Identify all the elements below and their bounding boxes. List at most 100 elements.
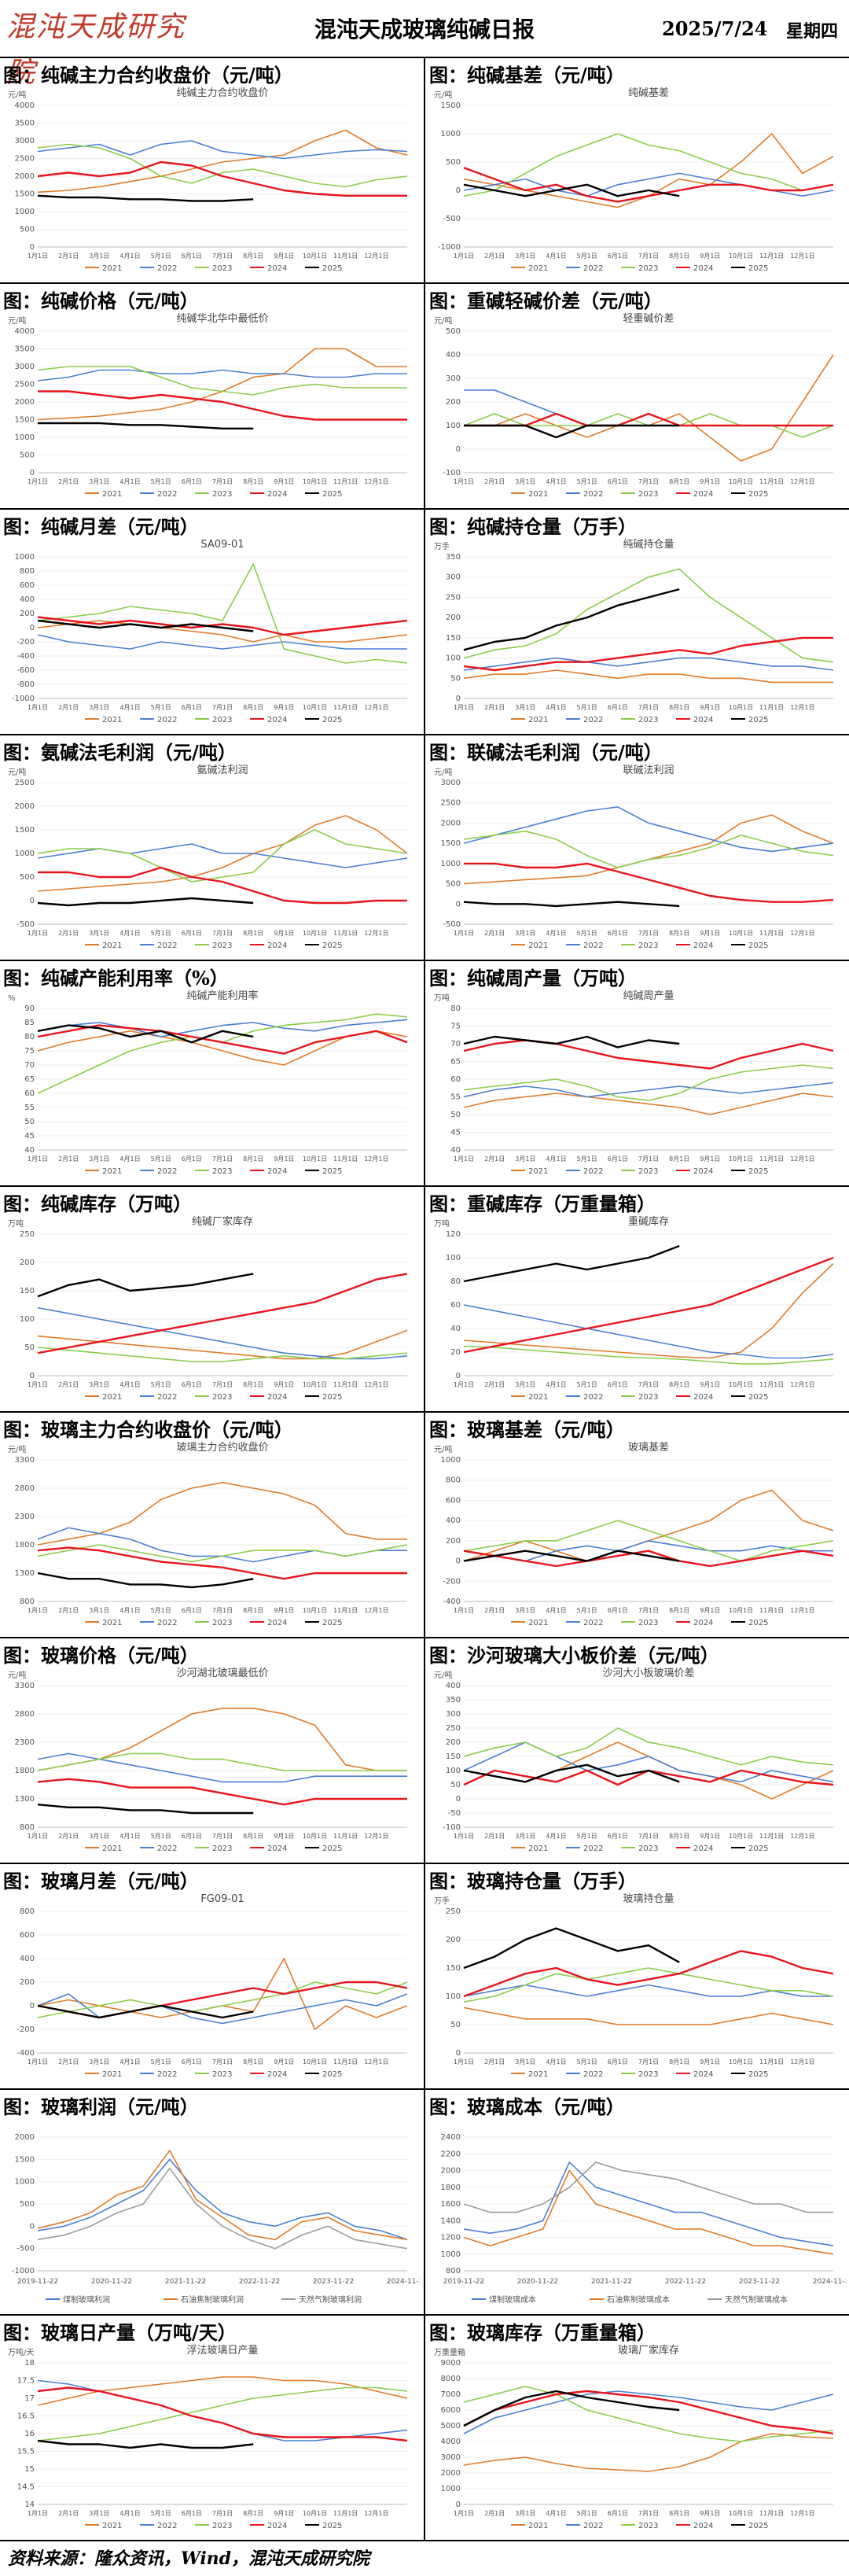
x-tick-label: 9月1日 [274,704,294,711]
x-tick-label: 10月1日 [729,1155,753,1163]
x-tick-label: 5月1日 [577,1607,597,1614]
y-tick-label: 300 [446,1710,461,1719]
series-line [463,2169,834,2255]
y-tick-label: 3000 [15,363,35,371]
y-tick-label: 800 [446,2267,461,2276]
legend-label: 2022 [583,1619,603,1627]
series-line [463,901,680,908]
chart-panel: 图：重碱轻碱价差（元/吨） 轻重碱价差 元/吨 -100 0 100 200 300 400 50… [426,284,847,507]
x-tick-label: 9月1日 [274,930,294,937]
y-tick-label: 0 [30,243,35,252]
chart-title: 轻重碱价差 [623,312,674,325]
series-line [37,616,408,636]
legend-label: 2023 [638,1167,658,1176]
y-unit-label: 万吨/天 [8,2347,34,2357]
y-tick-label: 60 [450,1301,461,1310]
x-tick-label: 6月1日 [182,1381,202,1388]
panel-title: 图：纯碱基差（元/吨） [429,64,625,87]
y-tick-label: 150 [446,634,461,643]
y-tick-label: -500 [443,215,461,223]
x-tick-label: 1月1日 [28,930,48,937]
series-line [37,1024,408,1055]
panel-title: 图：纯碱主力合约收盘价（元/吨） [3,64,293,87]
x-tick-label: 11月1日 [759,2058,784,2066]
y-tick-label: -400 [443,1598,461,1606]
panel-title: 图：玻璃持仓量（万手） [429,1870,637,1892]
x-tick-label: 3月1日 [515,930,535,937]
series-line [37,829,408,883]
y-tick-label: 4000 [15,327,35,336]
x-tick-label: 6月1日 [182,2058,202,2066]
x-tick-label: 10月1日 [303,1607,327,1614]
legend-label: 2025 [322,2070,342,2079]
series-line [37,1544,408,1563]
x-tick-label: 10月1日 [729,252,753,260]
y-tick-label: 1800 [15,1541,35,1550]
x-tick-label: 4月1日 [119,252,140,260]
x-tick-label: 7月1日 [638,1607,659,1614]
panel-title: 图：纯碱产能利用率（%） [3,967,229,989]
series-line [464,862,834,903]
series-line [463,568,834,663]
y-tick-label: 800 [446,1476,461,1485]
x-tick-label: 6月1日 [182,1155,202,1163]
series-line [38,422,254,429]
legend-label: 2022 [583,1167,603,1176]
legend-label: 2022 [157,1393,177,1402]
panel-title: 图：玻璃价格（元/吨） [3,1644,199,1667]
x-tick-label: 2月1日 [484,1155,505,1163]
legend-label: 2025 [322,942,342,950]
chart: 浮法玻璃日产量 万吨/天 14 14.5 15 15.5 16 16.5 17 17.5 18 1月1… [8,2345,408,2530]
x-tick-label: 10月1日 [303,478,327,485]
y-tick-label: 400 [446,1682,461,1690]
x-tick-label: 4月1日 [119,2510,140,2517]
y-tick-label: 1000 [15,433,35,442]
x-tick-label: 1月1日 [28,252,48,260]
y-unit-label: 万重量箱 [434,2347,465,2357]
series-line [464,389,833,426]
y-tick-label: 0 [30,2222,35,2231]
y-tick-label: 70 [450,1040,461,1048]
y-tick-label: 200 [20,1978,35,1987]
x-tick-label: 6月1日 [608,478,628,485]
x-tick-label: 4月1日 [119,1155,140,1163]
chart: 纯碱主力合约收盘价 元/吨 0 500 1000 1500 2000 2500 3000 3500… [8,87,408,273]
chart-panel: 图：沙河玻璃大小板价差（元/吨） 沙河大小板玻璃价差 元/吨 -100 -50 0 50 10… [426,1638,847,1861]
y-tick-label: -200 [17,2025,35,2034]
x-tick-label: 3月1日 [89,252,109,260]
panel-title: 图：玻璃基差（元/吨） [429,1418,625,1441]
y-tick-label: 600 [20,581,35,590]
legend-label: 2023 [212,2522,232,2530]
y-tick-label: 2500 [15,779,35,787]
y-tick-label: 500 [446,880,461,889]
logo: 混沌天成研究院 [6,11,186,89]
x-tick-label: 2024-11-22 [387,2278,420,2286]
legend-label: 天然气制玻璃成本 [725,2294,788,2305]
x-tick-label: 6月1日 [608,1833,628,1840]
x-tick-label: 11月1日 [759,1155,784,1163]
x-tick-label: 4月1日 [546,704,566,711]
legend-label: 2025 [748,942,768,950]
x-tick-label: 8月1日 [243,1155,263,1163]
y-tick-label: 1300 [15,1569,35,1578]
x-tick-label: 6月1日 [608,1607,628,1614]
panel-title: 图：玻璃成本（元/吨） [429,2095,625,2118]
y-tick-label: -600 [17,666,35,675]
x-tick-label: 1月1日 [28,2510,48,2517]
series-line [37,366,407,396]
y-unit-label: 元/吨 [8,1444,26,1454]
x-tick-label: 1月1日 [454,704,474,711]
x-tick-label: 2月1日 [58,478,79,485]
y-tick-label: 150 [20,1287,35,1295]
x-tick-label: 8月1日 [669,2058,689,2066]
x-tick-label: 7月1日 [212,1381,233,1388]
series-line [37,1752,407,1771]
y-tick-label: 3300 [15,1456,35,1465]
y-tick-label: 120 [446,1230,461,1239]
y-tick-label: 4000 [15,101,35,110]
series-line [37,369,407,381]
y-tick-label: 2800 [15,1484,35,1493]
chart-panel: 图：纯碱月差（元/吨） SA09-01 -1000 -800 -600 -400 -200 0… [0,510,421,732]
y-tick-label: 14 [24,2500,35,2509]
chart-panel: 图：玻璃月差（元/吨） FG09-01 -400 -200 0 200 400 600 800 1… [0,1864,421,2087]
